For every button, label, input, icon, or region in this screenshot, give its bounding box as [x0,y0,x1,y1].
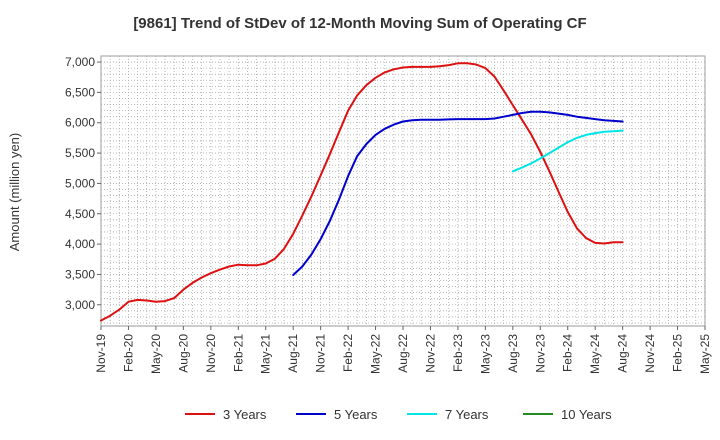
x-tick-label: May-21 [259,334,273,374]
x-tick-label: Feb-23 [451,334,465,372]
x-tick-label: Nov-20 [204,334,218,373]
legend: 3 Years 5 Years 7 Years 10 Years [185,407,612,422]
x-tick-label: Nov-22 [423,334,437,373]
x-tick-label: Feb-20 [121,334,135,372]
x-tick-label: May-20 [149,334,163,374]
y-axis-label: Amount (million yen) [7,133,22,252]
y-tick-label: 6,500 [65,85,95,99]
chart-title: [9861] Trend of StDev of 12-Month Moving… [133,15,586,32]
y-tick-label: 3,500 [65,267,95,281]
series-lines [100,62,624,322]
x-tick-label: Nov-21 [314,334,328,373]
y-tick-label: 5,000 [65,176,95,190]
grid-lines [100,55,706,326]
y-tick-label: 6,000 [65,116,95,130]
series-line-5-years [292,110,624,276]
x-tick-label: Aug-22 [396,334,410,373]
x-tick-label: Aug-23 [506,334,520,373]
x-tick-label: Feb-24 [561,334,575,372]
x-tick-label: Nov-23 [533,334,547,373]
legend-label: 7 Years [445,407,489,422]
x-axis-ticks: Nov-19 Feb-20 May-20 Aug-20 Nov-20 Feb-21 May-… [94,326,712,374]
legend-label: 3 Years [223,407,267,422]
x-tick-label: May-23 [478,334,492,374]
x-tick-label: May-25 [698,334,712,374]
y-tick-label: 7,000 [65,55,95,69]
legend-label: 5 Years [334,407,378,422]
series-line-3-years [100,62,624,322]
x-tick-label: Aug-20 [176,334,190,373]
y-tick-label: 4,500 [65,207,95,221]
y-tick-label: 5,500 [65,146,95,160]
x-tick-label: May-22 [369,334,383,374]
x-tick-label: Feb-21 [231,334,245,372]
series-line-7-years [511,129,624,173]
y-tick-label: 4,000 [65,237,95,251]
x-tick-label: Feb-25 [671,334,685,372]
x-tick-label: Nov-24 [643,334,657,373]
x-tick-label: Aug-21 [286,334,300,373]
x-tick-label: May-24 [588,334,602,374]
y-tick-label: 3,000 [65,298,95,312]
x-tick-label: Aug-24 [616,334,630,373]
legend-label: 10 Years [561,407,612,422]
x-tick-label: Feb-22 [341,334,355,372]
x-tick-label: Nov-19 [94,334,108,373]
y-axis-ticks: 3,000 3,500 4,000 4,500 5,000 5,500 6,000 6,500… [65,55,101,312]
